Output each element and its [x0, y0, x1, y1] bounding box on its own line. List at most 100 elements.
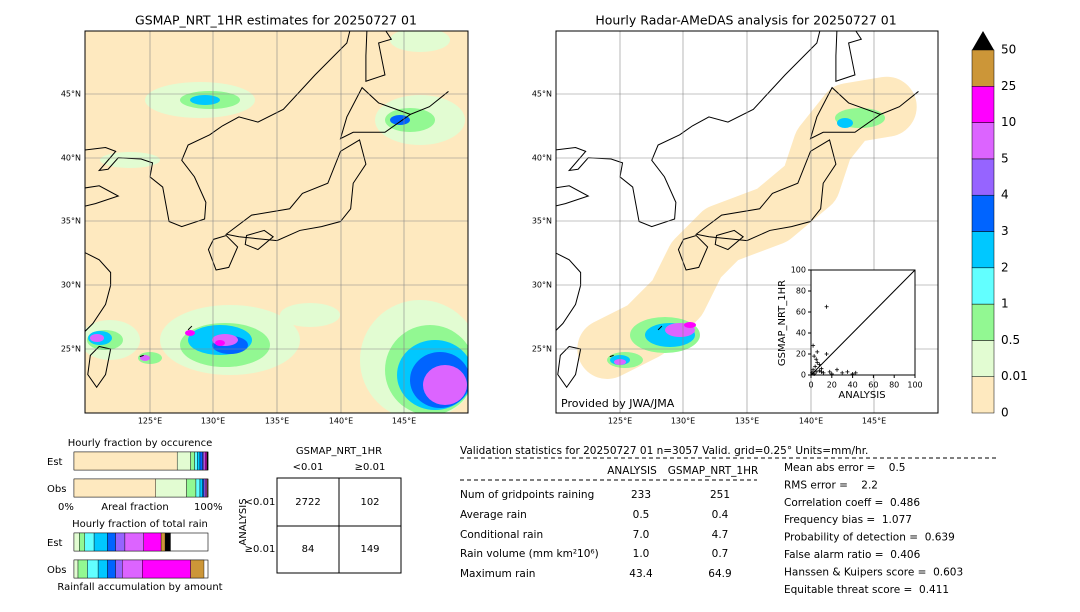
bar-segment — [202, 451, 205, 471]
cell: 1.0 — [633, 548, 650, 560]
scatter-point — [815, 360, 820, 365]
cell: 2722 — [295, 497, 320, 508]
bar-segment — [97, 559, 108, 579]
color-swatch — [971, 231, 995, 269]
bar-segment — [122, 559, 143, 579]
map-frame — [555, 30, 939, 414]
axis-label: 100% — [194, 502, 223, 513]
table-title: GSMAP_NRT_1HR — [296, 446, 382, 457]
x-tick-label: 0 — [808, 381, 813, 390]
colorbar-label: 25 — [1001, 79, 1016, 93]
color-swatch — [971, 376, 995, 414]
lat-label: 25°N — [532, 345, 552, 354]
fraction-title: Hourly fraction by occurence — [68, 438, 212, 449]
score: False alarm ratio = 0.406 — [784, 549, 921, 561]
score: Frequency bias = 1.077 — [784, 514, 912, 526]
bar-segment — [205, 451, 207, 471]
cell: 64.9 — [708, 568, 731, 580]
score: Probability of detection = 0.639 — [784, 532, 955, 544]
colorbar-label: 2 — [1001, 260, 1009, 274]
x-tick-label: 20 — [827, 381, 837, 390]
bar-segment — [115, 532, 126, 552]
score: Equitable threat score = 0.411 — [784, 584, 949, 596]
color-swatch — [971, 158, 995, 196]
bar-segment — [77, 559, 88, 579]
colorbar-label: 50 — [1001, 43, 1016, 57]
colorbar-label: 3 — [1001, 224, 1009, 238]
x-tick-label: 60 — [868, 381, 878, 390]
score: Hanssen & Kuipers score = 0.603 — [784, 566, 963, 578]
bar-segment — [84, 532, 95, 552]
bar-segment — [199, 451, 203, 471]
lat-label: 30°N — [532, 281, 552, 290]
lat-label: 45°N — [61, 90, 81, 99]
bar-segment — [115, 559, 123, 579]
y-tick-label: 100 — [791, 266, 806, 275]
bar-segment — [79, 532, 85, 552]
scatter-point — [829, 371, 834, 376]
bar-segment — [207, 451, 209, 471]
x-tick-label: 100 — [907, 381, 922, 390]
col-header: ANALYSIS — [607, 465, 657, 477]
color-swatch — [972, 31, 994, 50]
colorbar-label: 0 — [1001, 406, 1009, 420]
scatter-point — [827, 369, 832, 374]
bar-segment — [186, 478, 197, 498]
bar-segment — [107, 532, 116, 552]
scatter-point — [811, 343, 816, 348]
lon-label: 125°E — [608, 417, 632, 426]
bar-segment — [197, 451, 201, 471]
colorbar-label: 10 — [1001, 115, 1016, 129]
bar-segment — [160, 532, 166, 552]
axis-label: Areal fraction — [101, 502, 168, 513]
bar-segment — [107, 559, 116, 579]
bar-segment — [195, 478, 201, 498]
fraction-title: Hourly fraction of total rain — [72, 519, 208, 530]
scatter-point — [821, 370, 826, 375]
scatter-point — [819, 369, 824, 374]
colorbar-label: 0.5 — [1001, 333, 1020, 347]
diagonal — [810, 269, 916, 376]
fraction-footer: Rainfall accumulation by amount — [57, 582, 222, 593]
lon-label: 140°E — [329, 417, 353, 426]
cell: 251 — [710, 489, 730, 501]
row-label: Obs — [47, 565, 66, 576]
bar-segment — [143, 532, 162, 552]
bar-segment — [190, 559, 205, 579]
cell: 4.7 — [712, 529, 729, 541]
credit: Provided by JWA/JMA — [561, 397, 675, 410]
cell: 84 — [302, 544, 315, 555]
score: Mean abs error = 0.5 — [784, 462, 905, 474]
cell: 7.0 — [633, 529, 650, 541]
bar-segment — [207, 478, 209, 498]
bar-segment — [73, 478, 156, 498]
color-swatch — [971, 86, 995, 123]
bar-segment — [190, 451, 195, 471]
scatter-point — [840, 370, 845, 375]
lon-label: 140°E — [799, 417, 823, 426]
side-label: ANALYSIS — [238, 498, 249, 545]
lon-label: 135°E — [265, 417, 289, 426]
scatter-point — [812, 371, 817, 376]
lat-label: 45°N — [532, 90, 552, 99]
colorbar-label: 0.01 — [1001, 369, 1028, 383]
row-label: Rain volume (mm km²10⁶) — [460, 548, 599, 560]
lon-label: 125°E — [138, 417, 162, 426]
color-swatch — [971, 194, 995, 232]
bar-segment — [205, 478, 207, 498]
bar-segment — [73, 559, 79, 579]
bar-segment — [203, 478, 206, 498]
scatter-point — [817, 362, 822, 367]
row-label: ≥0.01 — [245, 544, 276, 555]
cell: 102 — [360, 497, 379, 508]
scatter-point — [845, 369, 850, 374]
lat-label: 40°N — [61, 154, 81, 163]
cell: 0.4 — [712, 509, 729, 521]
scatter-ylabel: GSMAP_NRT_1HR — [777, 280, 788, 366]
lon-label: 145°E — [392, 417, 416, 426]
bar-segment — [73, 451, 178, 471]
bar-segment — [203, 451, 206, 471]
score: Correlation coeff = 0.486 — [784, 497, 920, 509]
scatter-point — [810, 370, 815, 375]
